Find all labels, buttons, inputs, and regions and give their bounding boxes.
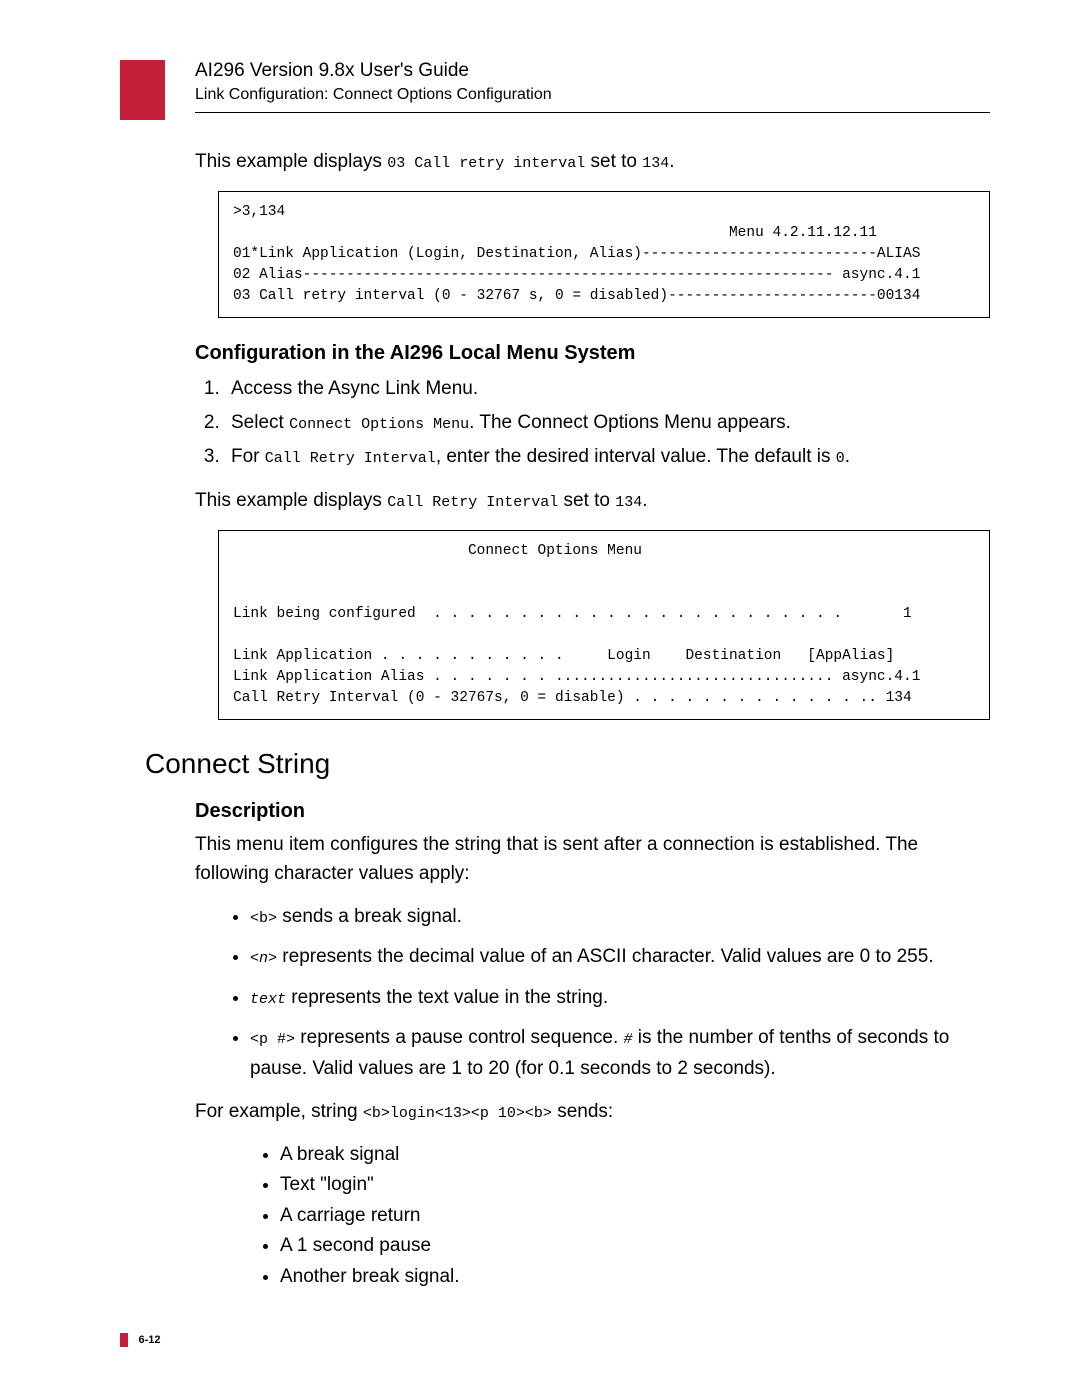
config-heading: Configuration in the AI296 Local Menu Sy… (195, 342, 990, 365)
intro-paragraph-1: This example displays 03 Call retry inte… (195, 148, 990, 177)
bullet-text: text represents the text value in the st… (250, 983, 990, 1013)
step-2: Select Connect Options Menu. The Connect… (225, 407, 990, 439)
step-3: For Call Retry Interval, enter the desir… (225, 441, 990, 473)
description-text: This menu item configures the string tha… (195, 831, 990, 888)
sends-2: Text "login" (280, 1171, 990, 1200)
char-values-list: <b> sends a break signal. <n> represents… (250, 902, 990, 1084)
page-footer: 6-12 (120, 1331, 160, 1349)
steps-list: Access the Async Link Menu. Select Conne… (225, 373, 990, 474)
section-heading: Connect String (145, 748, 990, 780)
page-header: AI296 Version 9.8x User's Guide Link Con… (195, 60, 990, 113)
sends-4: A 1 second pause (280, 1232, 990, 1261)
bullet-n: <n> represents the decimal value of an A… (250, 942, 990, 972)
code-box-1: >3,134 Menu 4.2.11.12.11 01*Link Applica… (218, 191, 990, 318)
bullet-b: <b> sends a break signal. (250, 902, 990, 932)
bullet-p: <p #> represents a pause control sequenc… (250, 1023, 990, 1084)
sends-1: A break signal (280, 1141, 990, 1170)
doc-subtitle: Link Configuration: Connect Options Conf… (195, 86, 990, 104)
intro-paragraph-2: This example displays Call Retry Interva… (195, 487, 990, 516)
sends-3: A carriage return (280, 1202, 990, 1231)
sends-5: Another break signal. (280, 1263, 990, 1292)
header-accent-block (120, 60, 165, 120)
example-line: For example, string <b>login<13><p 10><b… (195, 1098, 990, 1127)
code-box-2: Connect Options Menu Link being configur… (218, 530, 990, 720)
footer-accent (120, 1333, 128, 1347)
description-heading: Description (195, 800, 990, 823)
sends-list: A break signal Text "login" A carriage r… (280, 1141, 990, 1292)
doc-title: AI296 Version 9.8x User's Guide (195, 60, 990, 82)
step-1: Access the Async Link Menu. (225, 373, 990, 405)
page-number: 6-12 (138, 1334, 160, 1346)
